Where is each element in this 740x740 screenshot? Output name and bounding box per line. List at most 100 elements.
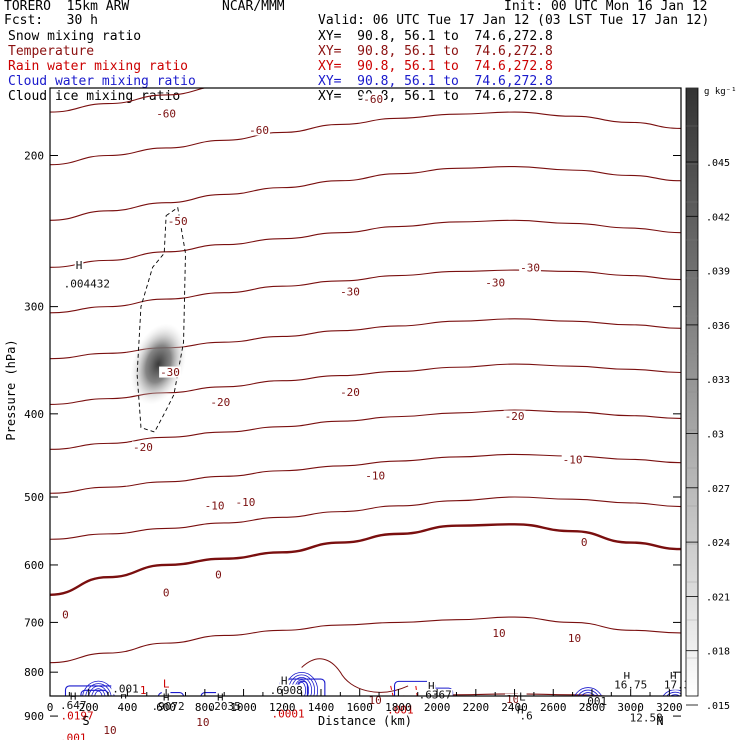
max-min-label-bg <box>119 688 128 700</box>
isotherm-label: -30 <box>520 262 540 275</box>
isotherm-label-bg <box>362 93 385 105</box>
isotherm-label: -20 <box>505 410 525 423</box>
rain-label: .0197 <box>61 710 94 723</box>
isotherm-label-bg <box>166 215 189 227</box>
max-min-label: H <box>428 680 435 693</box>
max-min-label: H <box>76 259 83 272</box>
colorbar-tick-label: .021 <box>706 592 730 603</box>
isotherm-label-bg <box>234 496 257 508</box>
center-title: NCAR/MMM <box>222 0 285 14</box>
isotherm-line <box>50 269 681 314</box>
isotherm-label-bg <box>132 441 154 453</box>
rain-label: .001 <box>60 732 87 740</box>
colorbar: g kg⁻¹ .045 .042 .039 .036 .033 .03 .027 .024 .0… <box>685 87 737 712</box>
isotherm-label-bg <box>503 410 526 422</box>
max-min-label: .647 <box>60 699 87 712</box>
x-tick-label: 1800 <box>385 701 412 714</box>
isotherm-line <box>50 409 681 450</box>
colorbar-tick-label: .03 <box>706 430 724 441</box>
max-min-label: .004432 <box>64 278 110 291</box>
isotherm-label-bg <box>195 716 211 728</box>
x-tick-label: 1600 <box>346 701 373 714</box>
colorbar-tick-label: .042 <box>706 212 730 223</box>
isotherm-line <box>50 88 208 113</box>
y-tick-label: 400 <box>24 408 44 421</box>
plot-frame <box>49 87 682 697</box>
y-tick-label: 500 <box>24 491 44 504</box>
colorbar-tick-label: .045 <box>706 158 730 169</box>
isotherm-line <box>50 0 681 9</box>
colorbar-tick-label: .015 <box>706 701 730 712</box>
max-min-label-bg <box>613 678 649 690</box>
cloud-water-ring <box>94 690 103 696</box>
cloud-water-ring <box>91 688 106 696</box>
x-tick-label: 200 <box>79 701 99 714</box>
max-min-label-bg <box>668 670 678 682</box>
isotherm-label-bg <box>339 386 361 398</box>
isotherm-label-bg <box>61 609 70 621</box>
isotherm-line <box>50 616 681 664</box>
isotherm-label: 0 <box>163 586 170 599</box>
field-cloudwater-xy: XY= 90.8, 56.1 to 74.6,272.8 <box>318 74 553 89</box>
rain-label: .001 <box>387 703 414 716</box>
max-min-label: .6908 <box>270 684 303 697</box>
isotherm-line <box>50 496 681 540</box>
isotherm-line <box>50 111 681 166</box>
isotherm-label-bg <box>155 108 178 120</box>
max-min-label: H <box>163 691 170 704</box>
max-min-label-bg <box>161 691 171 703</box>
max-min-label-bg <box>427 680 436 692</box>
colorbar-tick-label: .033 <box>706 375 730 386</box>
snow-mixing-shading <box>130 323 187 405</box>
max-min-label: .2035 <box>208 700 241 713</box>
max-min-label-bg <box>150 700 186 712</box>
max-min-label-bg <box>216 691 225 703</box>
isotherm-label: -20 <box>340 386 360 399</box>
max-min-label-bg <box>268 684 304 696</box>
y-tick-label: 900 <box>24 710 44 723</box>
rain-water-contour <box>415 685 418 696</box>
x-tick-label: 2000 <box>424 701 451 714</box>
max-min-label-bg <box>622 670 632 682</box>
init-time: Init: 00 UTC Mon 16 Jan 12 <box>504 0 708 14</box>
y-tick-label: 600 <box>24 559 44 572</box>
isotherm-label-bg <box>102 724 118 736</box>
field-snow-label: Snow mixing ratio <box>8 29 142 44</box>
max-min-label: .9072 <box>152 700 185 713</box>
isotherm-segment <box>301 658 409 693</box>
isotherm-label-bg <box>209 396 232 408</box>
cloud-ice-contour <box>136 206 186 433</box>
x-tick-label: 800 <box>195 701 215 714</box>
isotherm-label: 10 <box>103 724 116 737</box>
rain-label: .0001 <box>272 708 305 721</box>
rain-label-bg <box>161 677 171 689</box>
colorbar-tick-label: .018 <box>706 647 730 658</box>
x-tick-label: 2600 <box>540 701 567 714</box>
isotherm-line <box>50 165 681 221</box>
colorbar-tick-label: .039 <box>706 267 730 278</box>
cloud-water-ring <box>85 683 112 696</box>
isotherm-label: -20 <box>133 441 153 454</box>
isotherm-line <box>50 219 681 268</box>
rain-label-bg <box>386 703 415 715</box>
field-rain-xy: XY= 90.8, 56.1 to 74.6,272.8 <box>318 59 553 74</box>
x-axis-label: Distance (km) <box>318 714 412 728</box>
y-tick-label: 800 <box>24 666 44 679</box>
field-temperature-label: Temperature <box>8 44 95 59</box>
max-min-label-bg <box>417 688 453 700</box>
isotherm-label: 10 <box>369 694 382 707</box>
max-min-label: H <box>120 688 127 701</box>
cloud-water-ring <box>584 694 592 696</box>
cloud-water-ring <box>88 685 109 696</box>
max-min-label: .6367 <box>419 688 452 701</box>
max-min-label: H <box>623 670 630 683</box>
max-min-label: H <box>70 691 77 704</box>
isotherm-label-bg <box>561 453 584 465</box>
isotherm-label: -60 <box>363 93 383 106</box>
max-min-label: 12.58 <box>630 712 663 725</box>
cloud-water-ring <box>574 687 603 696</box>
isotherm-label-bg <box>364 469 387 481</box>
x-tick-label: 600 <box>156 701 176 714</box>
max-min-label-bg <box>662 678 692 690</box>
max-min-label-bg <box>206 700 242 712</box>
